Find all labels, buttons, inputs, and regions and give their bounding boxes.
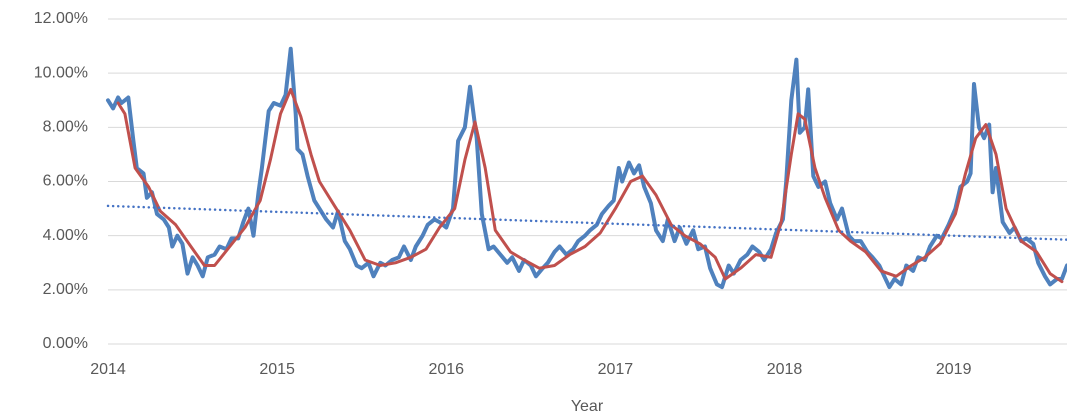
x-axis-title: Year <box>571 398 604 415</box>
x-tick-label: 2019 <box>936 361 972 378</box>
y-tick-label: 10.00% <box>34 64 88 81</box>
y-tick-label: 2.00% <box>43 281 88 298</box>
y-tick-label: 6.00% <box>43 173 88 190</box>
x-tick-label: 2018 <box>767 361 803 378</box>
series-line <box>116 87 1064 284</box>
series-line <box>106 46 1067 290</box>
y-tick-label: 0.00% <box>43 335 88 352</box>
y-tick-label: 8.00% <box>43 119 88 136</box>
y-tick-label: 4.00% <box>43 227 88 244</box>
y-tick-label: 12.00% <box>34 10 88 27</box>
x-tick-label: 2015 <box>259 361 295 378</box>
x-tick-label: 2017 <box>598 361 634 378</box>
series-line <box>106 204 1067 241</box>
x-tick-label: 2014 <box>90 361 126 378</box>
x-tick-label: 2016 <box>428 361 464 378</box>
